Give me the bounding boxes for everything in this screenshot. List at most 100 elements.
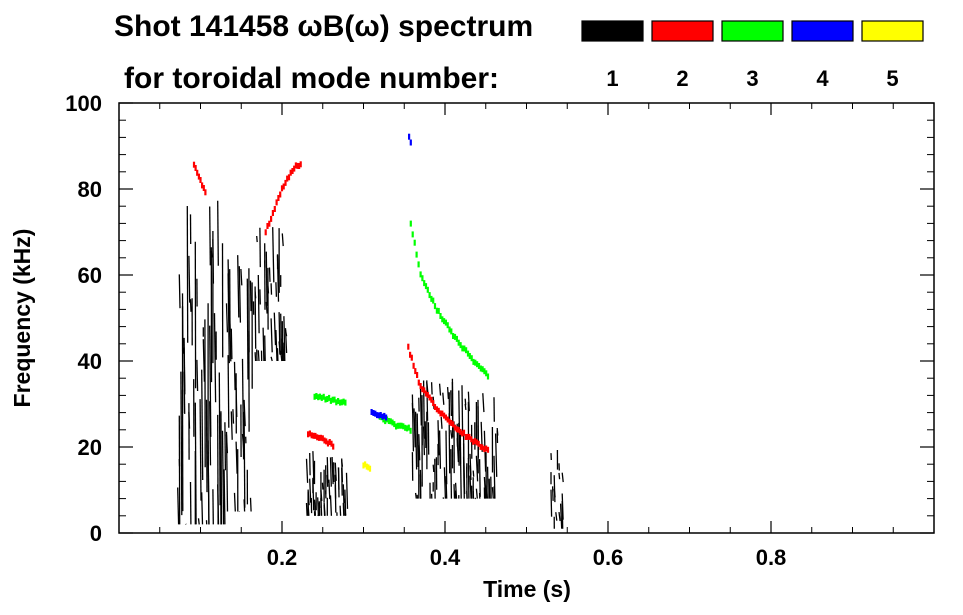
spectral-streak-mode-1 [268, 267, 271, 282]
spectral-streak-mode-1 [212, 239, 215, 284]
spectral-streak-mode-1 [201, 492, 204, 525]
spectral-streak-mode-1 [209, 325, 212, 437]
spectral-streak-mode-1 [443, 467, 447, 499]
spectral-streak-mode-1 [209, 401, 212, 466]
spectral-streak-mode-1 [224, 422, 227, 471]
spectral-streak-mode-1 [235, 387, 238, 418]
spectral-streak-mode-1 [337, 467, 340, 498]
spectral-streak-mode-1 [329, 495, 333, 516]
spectral-streak-mode-1 [496, 427, 499, 436]
spectral-streak-mode-1 [233, 492, 236, 512]
spectral-streak-mode-1 [312, 477, 315, 511]
legend-swatch-mode-5 [861, 20, 924, 42]
spectral-streak-mode-1 [278, 341, 281, 355]
spectral-streak-mode-1 [281, 233, 284, 247]
spectral-streak-mode-1 [458, 390, 461, 451]
y-axis-label: Frequency (kHz) [9, 229, 35, 408]
x-tick-label: 0.8 [756, 545, 787, 570]
spectral-streak-mode-1 [478, 459, 481, 497]
spectral-streak-mode-1 [411, 394, 415, 452]
spectral-streak-mode-1 [469, 465, 472, 480]
legend-swatch-mode-1 [581, 20, 644, 42]
spectral-streak-mode-1 [426, 380, 429, 421]
spectral-streak-mode-1 [264, 335, 266, 362]
spectral-streak-mode-1 [232, 409, 235, 424]
x-axis-label: Time (s) [483, 576, 571, 602]
spectral-streak-mode-1 [326, 457, 329, 483]
legend-label-mode-2: 2 [676, 66, 688, 91]
spectral-streak-mode-1 [188, 255, 191, 303]
spectral-streak-mode-1 [445, 430, 448, 485]
spectral-streak-mode-1 [209, 206, 211, 266]
spectral-streak-mode-1 [561, 472, 564, 483]
spectral-streak-mode-1 [257, 274, 260, 334]
series-mode-1 [177, 200, 564, 529]
spectral-streak-mode-1 [341, 460, 344, 467]
spectral-streak-mode-1 [440, 416, 443, 429]
series-mode-4 [370, 133, 412, 421]
spectral-streak-mode-1 [419, 383, 422, 426]
x-tick-label: 0.2 [267, 545, 298, 570]
spectral-streak-mode-1 [267, 285, 270, 294]
spectral-streak-mode-1 [482, 393, 485, 413]
spectral-streak-mode-1 [450, 390, 453, 417]
spectral-streak-mode-1 [313, 499, 317, 516]
spectral-streak-mode-1 [188, 411, 191, 429]
spectral-streak-mode-1 [329, 457, 332, 487]
spectral-streak-mode-1 [197, 518, 200, 525]
spectral-streak-mode-1 [462, 434, 465, 488]
spectral-streak-mode-1 [424, 421, 427, 449]
spectral-streak-mode-1 [488, 478, 491, 499]
spectral-streak-mode-1 [202, 339, 206, 382]
legend-swatch-mode-2 [651, 20, 714, 42]
spectral-streak-mode-1 [475, 455, 479, 482]
spectral-streak-mode-1 [345, 472, 349, 509]
y-tick-label: 100 [65, 91, 102, 116]
spectral-streak-mode-1 [553, 475, 556, 503]
spectral-streak-mode-1 [475, 488, 478, 499]
spectral-streak-mode-1 [432, 464, 435, 473]
y-tick-label: 60 [78, 263, 102, 288]
spectral-streak-mode-1 [469, 475, 472, 499]
spectrogram-marks [177, 133, 564, 529]
spectral-streak-mode-1 [273, 312, 277, 346]
spectral-streak-mode-1 [210, 250, 213, 258]
x-tick-label: 0.6 [593, 545, 624, 570]
spectral-streak-mode-1 [177, 487, 180, 525]
spectral-streak-mode-1 [196, 359, 199, 392]
series-mode-2 [192, 161, 490, 453]
spectral-streak-mode-1 [558, 472, 561, 480]
spectral-streak-mode-1 [551, 486, 554, 501]
spectral-streak-mode-1 [438, 383, 442, 396]
spectral-streak-mode-1 [265, 251, 268, 306]
spectral-streak-mode-1 [491, 487, 494, 499]
spectral-streak-mode-1 [217, 200, 219, 266]
spectral-streak-mode-1 [218, 372, 221, 506]
spectral-streak-mode-1 [312, 451, 315, 485]
spectral-streak-mode-1 [486, 466, 489, 499]
spectral-streak-mode-1 [342, 502, 345, 516]
spectral-streak-mode-1 [446, 387, 450, 400]
spectral-streak-mode-1 [262, 327, 265, 362]
spectral-streak-mode-1 [180, 371, 183, 516]
spectral-streak-mode-1 [558, 512, 561, 522]
spectral-streak-mode-1 [183, 371, 186, 414]
spectral-streak-mode-1 [493, 486, 496, 499]
spectral-streak-mode-1 [230, 411, 233, 440]
spectral-streak-mode-1 [448, 424, 451, 474]
spectral-streak-mode-1 [257, 350, 260, 362]
legend-label-mode-4: 4 [816, 66, 829, 91]
legend-label-mode-1: 1 [606, 66, 618, 91]
spectral-streak-mode-1 [237, 255, 240, 318]
spectral-streak-mode-1 [283, 316, 286, 362]
spectral-streak-mode-1 [344, 509, 347, 516]
spectral-streak-mode-1 [494, 433, 498, 477]
axis-ticks: 0.2 0.4 0.6 0.8 0 20 40 60 80 100 [65, 91, 934, 570]
spectral-streak-mode-1 [561, 500, 564, 529]
chart-title-line2: for toroidal mode number: [124, 62, 499, 95]
spectral-streak-mode-1 [270, 318, 273, 353]
spectral-streak-mode-1 [442, 392, 445, 405]
legend-label-mode-5: 5 [886, 66, 898, 91]
x-tick-label: 0.4 [430, 545, 461, 570]
